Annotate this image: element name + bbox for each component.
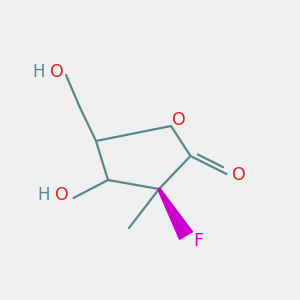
Text: H: H: [33, 63, 45, 81]
Text: O: O: [172, 111, 185, 129]
Text: O: O: [55, 186, 68, 204]
Polygon shape: [158, 188, 193, 239]
Text: O: O: [232, 167, 245, 184]
Text: H: H: [37, 186, 50, 204]
Text: F: F: [193, 232, 203, 250]
Text: O: O: [50, 63, 64, 81]
